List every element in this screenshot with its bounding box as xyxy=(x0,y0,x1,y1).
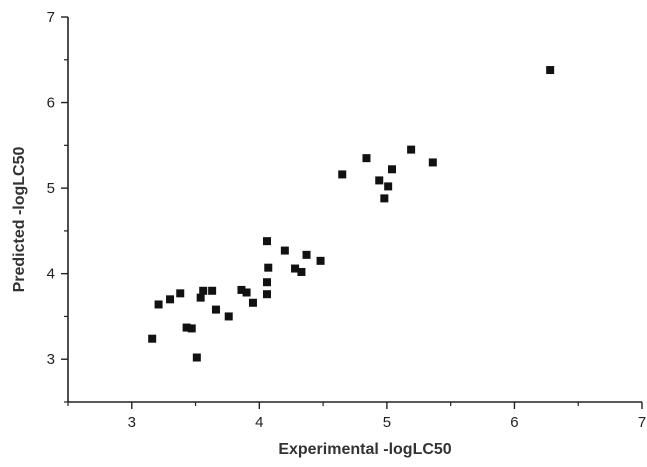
data-point xyxy=(148,335,156,343)
data-point xyxy=(176,289,184,297)
data-point xyxy=(429,158,437,166)
y-axis-title: Predicted -logLC50 xyxy=(11,147,28,293)
data-point xyxy=(197,294,205,302)
y-tick-label: 6 xyxy=(47,95,55,112)
x-axis-title: Experimental -logLC50 xyxy=(278,441,451,458)
data-point xyxy=(212,306,220,314)
data-point xyxy=(249,299,257,307)
data-point xyxy=(199,287,207,295)
axes xyxy=(68,17,642,402)
data-point xyxy=(188,324,196,332)
data-point xyxy=(407,146,415,154)
data-point xyxy=(263,278,271,286)
x-tick-label: 3 xyxy=(128,414,136,431)
data-point xyxy=(193,354,201,362)
data-point xyxy=(384,182,392,190)
data-point xyxy=(338,170,346,178)
x-tick-label: 4 xyxy=(255,414,263,431)
ticks xyxy=(61,17,642,409)
y-tick-label: 4 xyxy=(47,266,55,283)
data-point xyxy=(380,194,388,202)
x-tick-label: 5 xyxy=(383,414,391,431)
data-point xyxy=(166,295,174,303)
x-tick-label: 7 xyxy=(638,414,646,431)
data-point xyxy=(317,257,325,265)
data-point xyxy=(243,288,251,296)
data-point xyxy=(388,165,396,173)
data-point xyxy=(297,268,305,276)
y-tick-label: 5 xyxy=(47,180,55,197)
x-tick-label: 6 xyxy=(510,414,518,431)
data-point xyxy=(546,66,554,74)
data-point xyxy=(263,237,271,245)
tick-labels: 3 4 5 6 7 3 4 5 6 7 xyxy=(47,9,647,431)
data-point xyxy=(375,176,383,184)
data-point xyxy=(155,300,163,308)
data-point xyxy=(264,264,272,272)
data-points xyxy=(148,66,554,361)
data-point xyxy=(225,312,233,320)
data-point xyxy=(263,290,271,298)
y-tick-label: 3 xyxy=(47,351,55,368)
data-point xyxy=(362,154,370,162)
data-point xyxy=(281,247,289,255)
y-tick-label: 7 xyxy=(47,9,55,26)
data-point xyxy=(208,287,216,295)
data-point xyxy=(303,251,311,259)
